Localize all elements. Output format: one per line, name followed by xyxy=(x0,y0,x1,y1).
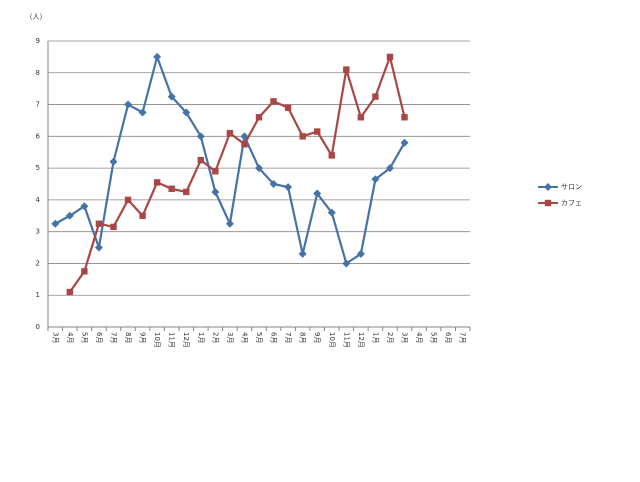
data-point xyxy=(401,114,408,121)
y-tick-label: 7 xyxy=(36,101,40,109)
x-tick-label: 10月 xyxy=(328,332,336,348)
data-point xyxy=(386,53,394,61)
series-line xyxy=(68,53,406,293)
x-tick-label: 4月 xyxy=(415,332,423,343)
data-point xyxy=(212,168,219,175)
data-point xyxy=(153,179,161,186)
x-tick-label: 2月 xyxy=(211,332,219,343)
y-tick-label: 8 xyxy=(36,69,40,77)
data-point xyxy=(124,100,133,109)
x-tick-label: 6月 xyxy=(444,332,452,343)
data-point xyxy=(372,93,379,100)
x-tick-label: 3月 xyxy=(226,332,234,343)
x-tick-label: 8月 xyxy=(124,332,132,343)
x-tick-label: 12月 xyxy=(182,332,190,348)
data-point xyxy=(255,164,263,173)
data-point xyxy=(196,132,205,141)
data-point xyxy=(299,133,306,140)
data-point xyxy=(327,208,336,217)
x-tick-label: 7月 xyxy=(284,332,292,343)
x-tick-label: 3月 xyxy=(51,332,59,343)
legend-label: カフェ xyxy=(561,199,582,207)
data-point xyxy=(153,52,162,61)
data-point xyxy=(284,104,292,111)
y-tick-label: 0 xyxy=(36,323,40,331)
data-point xyxy=(284,183,293,192)
data-point xyxy=(81,268,88,275)
x-tick-label: 9月 xyxy=(139,332,147,343)
data-point xyxy=(343,66,350,73)
y-tick-label: 3 xyxy=(36,228,40,236)
y-tick-label: 9 xyxy=(36,37,40,45)
data-point xyxy=(182,108,191,117)
data-point xyxy=(400,138,409,147)
y-tick-label: 2 xyxy=(36,259,40,267)
legend-marker xyxy=(544,199,552,207)
data-point xyxy=(225,219,234,228)
data-point xyxy=(65,211,74,220)
data-point xyxy=(269,180,278,188)
y-tick-label: 1 xyxy=(36,291,40,299)
x-tick-label: 8月 xyxy=(299,332,307,343)
x-tick-label: 1月 xyxy=(371,332,379,343)
data-point xyxy=(270,98,277,105)
legend-label: サロン xyxy=(561,183,582,191)
data-point xyxy=(80,202,89,211)
data-point xyxy=(183,188,190,196)
data-point xyxy=(313,189,322,198)
x-tick-label: 6月 xyxy=(270,332,278,343)
data-point xyxy=(356,249,365,258)
data-point xyxy=(94,243,103,252)
data-point xyxy=(357,114,365,121)
x-tick-label: 2月 xyxy=(386,332,394,343)
data-point xyxy=(66,288,74,296)
data-point xyxy=(255,114,263,121)
data-point xyxy=(298,249,307,258)
data-point xyxy=(167,92,176,101)
x-tick-label: 9月 xyxy=(313,332,321,343)
data-point xyxy=(168,185,175,192)
x-tick-label: 1月 xyxy=(197,332,205,343)
x-tick-label: 7月 xyxy=(459,332,467,343)
x-tick-label: 5月 xyxy=(430,332,438,343)
data-point xyxy=(211,187,220,196)
x-tick-label: 12月 xyxy=(357,332,365,348)
data-point xyxy=(342,259,351,268)
x-tick-label: 5月 xyxy=(80,332,88,343)
x-tick-label: 11月 xyxy=(168,332,176,348)
data-point xyxy=(109,157,118,166)
x-tick-label: 10月 xyxy=(153,332,161,348)
x-tick-label: 6月 xyxy=(95,332,103,343)
x-tick-label: 7月 xyxy=(109,332,117,343)
x-tick-label: 4月 xyxy=(66,332,74,343)
data-point xyxy=(385,164,394,173)
x-tick-label: 4月 xyxy=(240,332,248,343)
x-tick-label: 3月 xyxy=(401,332,409,343)
legend-marker xyxy=(544,183,552,191)
y-tick-label: 6 xyxy=(36,132,41,140)
data-point xyxy=(226,129,234,137)
data-point xyxy=(110,223,117,231)
data-point xyxy=(51,219,60,228)
x-tick-label: 5月 xyxy=(255,332,263,343)
y-tick-label: 4 xyxy=(36,196,41,204)
data-point xyxy=(139,212,146,219)
data-point xyxy=(138,108,147,117)
data-point xyxy=(95,220,103,227)
y-axis-label: （人） xyxy=(26,13,47,21)
x-tick-label: 11月 xyxy=(342,332,350,348)
data-point xyxy=(197,156,204,164)
data-point xyxy=(371,175,380,184)
y-tick-label: 5 xyxy=(36,164,40,172)
data-point xyxy=(328,152,335,159)
data-point xyxy=(241,141,248,148)
data-point xyxy=(124,196,132,204)
data-point xyxy=(314,128,321,135)
